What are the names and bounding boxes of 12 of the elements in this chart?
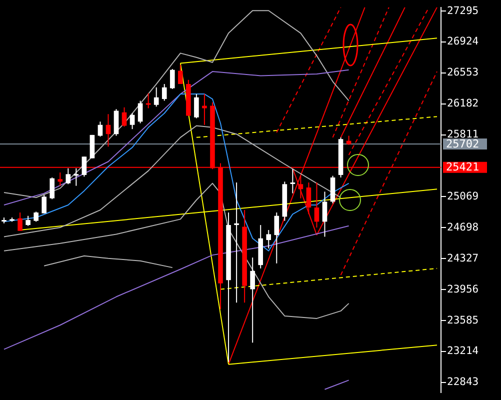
y-tick-label: 26924 xyxy=(447,36,479,48)
y-tick-label: 22843 xyxy=(447,376,479,388)
y-tick-label: 27295 xyxy=(447,4,479,17)
ref-line-label: 25421 xyxy=(446,160,480,174)
y-tick-label: 26553 xyxy=(447,66,479,79)
y-tick-label: 25069 xyxy=(447,190,479,202)
y-tick-label: 23956 xyxy=(447,283,479,296)
y-tick-label: 23585 xyxy=(447,314,479,326)
y-tick-label: 24698 xyxy=(447,221,479,234)
y-tick-label: 24327 xyxy=(447,252,479,264)
y-tick-label: 23214 xyxy=(447,345,479,358)
y-tick-label: 26182 xyxy=(447,98,479,110)
